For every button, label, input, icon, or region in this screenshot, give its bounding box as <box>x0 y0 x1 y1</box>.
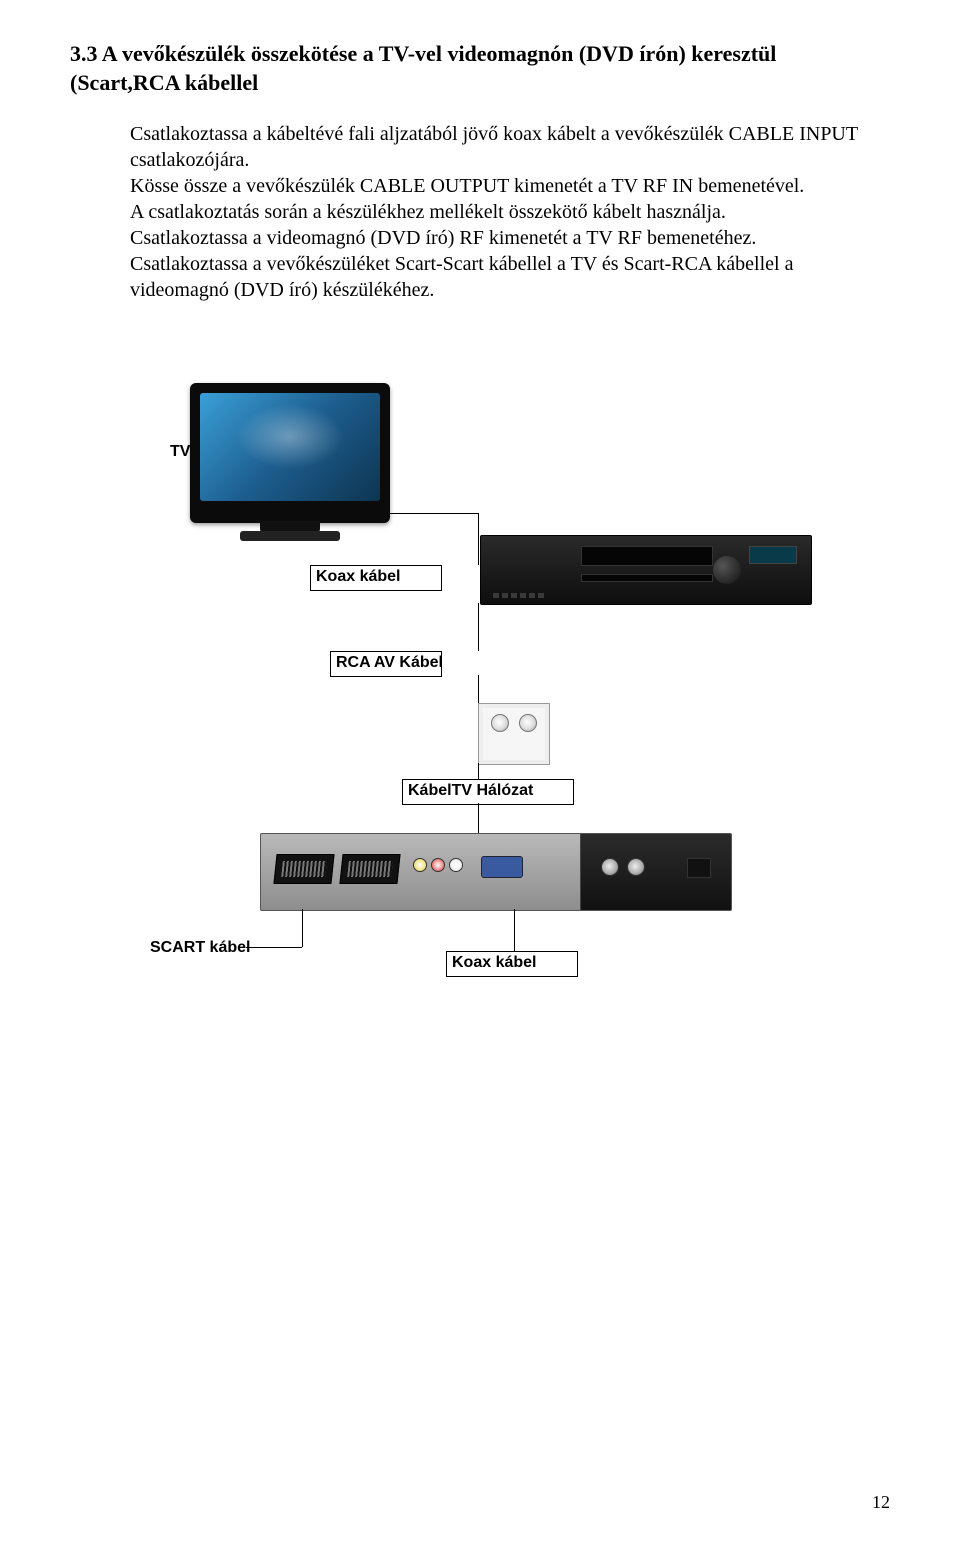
diagram-line <box>246 947 302 948</box>
diagram-line <box>478 803 479 833</box>
vcr-dvd-device-icon <box>480 535 812 605</box>
diagram-line <box>514 909 515 951</box>
tv-base-icon <box>240 531 340 541</box>
scart-label: SCART kábel <box>150 939 250 957</box>
diagram-line <box>478 763 479 779</box>
wall-outlet-icon <box>478 703 550 765</box>
body-paragraph: Csatlakoztassa a kábeltévé fali aljzatáb… <box>130 121 890 303</box>
kabeltv-label: KábelTV Hálózat <box>408 782 533 800</box>
diagram-line <box>478 513 479 565</box>
receiver-device-icon <box>260 833 732 911</box>
tv-label: TV <box>170 443 190 461</box>
diagram-line <box>390 513 478 514</box>
section-heading: 3.3 A vevőkészülék összekötése a TV-vel … <box>70 40 890 97</box>
connection-diagram: TV <box>130 343 890 1063</box>
koax-bottom-label: Koax kábel <box>452 954 536 972</box>
diagram-line <box>302 909 303 947</box>
diagram-line <box>478 675 479 703</box>
diagram-line <box>478 603 479 651</box>
tv-device-icon <box>190 383 390 523</box>
koax-top-label: Koax kábel <box>316 568 400 586</box>
rca-av-label: RCA AV Kábel <box>336 654 443 672</box>
page-number: 12 <box>872 1492 890 1513</box>
